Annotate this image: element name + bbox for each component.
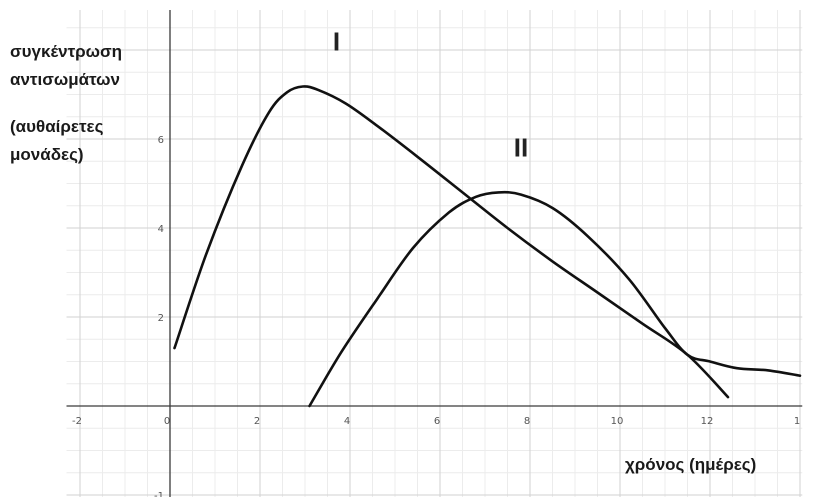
- series-label-II: II: [514, 132, 528, 162]
- y-tick-label: 6: [158, 135, 164, 146]
- y-tick-label: 4: [158, 224, 164, 235]
- y-axis-label-line-4: μονάδες): [10, 145, 84, 164]
- x-tick-label: 1: [794, 416, 800, 427]
- y-axis-label-line-2: αντισωμάτων: [10, 70, 120, 89]
- x-tick-label: 8: [524, 416, 530, 427]
- x-tick-label: 2: [254, 416, 260, 427]
- series-label-I: I: [333, 26, 340, 56]
- x-tick-label: 4: [344, 416, 350, 427]
- axes: [66, 9, 803, 497]
- x-tick-label: 6: [434, 416, 440, 427]
- x-tick-label: 12: [701, 416, 714, 427]
- y-axis-label-line-3: (αυθαίρετες: [10, 117, 104, 136]
- x-tick-label: 10: [611, 416, 624, 427]
- series-curve-II: [308, 190, 802, 408]
- y-tick-label: -1: [154, 491, 164, 497]
- x-tick-label: 0: [164, 416, 170, 427]
- y-axis-label-line-1: συγκέντρωση: [10, 42, 123, 61]
- series-labels: III: [333, 26, 528, 162]
- minor-gridlines: [66, 9, 803, 497]
- x-axis-label: χρόνος (ημέρες): [625, 455, 757, 474]
- data-curves: [173, 85, 802, 408]
- y-tick-label: 2: [158, 313, 164, 324]
- series-curve-I: [173, 85, 730, 399]
- x-tick-label: -2: [72, 416, 82, 427]
- major-gridlines: [66, 9, 803, 497]
